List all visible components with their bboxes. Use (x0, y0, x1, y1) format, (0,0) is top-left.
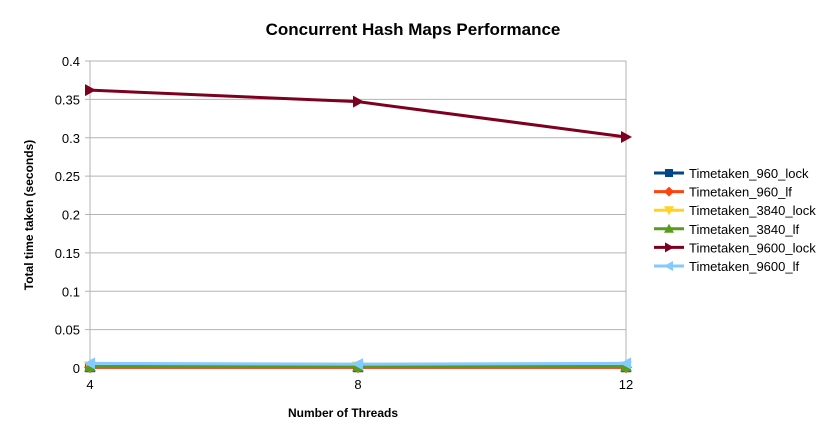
series-line (89, 88, 627, 139)
y-tick-label: 0.2 (62, 208, 80, 223)
legend-marker (664, 261, 673, 271)
legend-item: Timetaken_960_lock (654, 166, 809, 181)
data-point (84, 357, 95, 370)
data-point (85, 84, 96, 97)
legend-label: Timetaken_9600_lock (689, 240, 816, 255)
x-tick-label: 12 (619, 377, 633, 392)
legend-label: Timetaken_960_lf (689, 185, 792, 200)
legend-item: Timetaken_960_lf (654, 185, 792, 200)
legend-label: Timetaken_9600_lf (689, 259, 799, 274)
x-tick-label: 8 (354, 377, 361, 392)
data-point (621, 130, 632, 143)
y-tick-label: 0.1 (62, 284, 80, 299)
legend-item: Timetaken_3840_lf (654, 222, 799, 237)
data-point (352, 358, 363, 371)
data-point (353, 95, 364, 108)
y-axis-ticks: 0 0.05 0.1 0.15 0.2 0.25 0.3 0.35 0.4 (55, 54, 90, 376)
legend-label: Timetaken_3840_lock (689, 203, 816, 218)
y-tick-label: 0 (73, 361, 80, 376)
y-tick-label: 0.4 (62, 54, 80, 69)
gridlines (90, 60, 626, 369)
legend-item: Timetaken_3840_lock (654, 203, 816, 218)
y-axis-label: Total time taken (seconds) (22, 140, 36, 290)
legend: Timetaken_960_lock Timetaken_960_lf Timeta… (654, 166, 816, 274)
legend-item: Timetaken_9600_lf (654, 259, 799, 274)
data-point (620, 357, 631, 370)
y-tick-label: 0.35 (55, 92, 80, 107)
legend-marker (665, 169, 673, 177)
legend-marker (664, 186, 674, 197)
series-Timetaken_9600_lock (85, 84, 632, 143)
legend-item: Timetaken_9600_lock (654, 240, 816, 255)
series-Timetaken_9600_lf (84, 357, 631, 371)
series-group (84, 84, 632, 374)
x-axis-label: Number of Threads (288, 406, 398, 420)
chart-title: Concurrent Hash Maps Performance (266, 20, 561, 39)
y-tick-label: 0.3 (62, 131, 80, 146)
y-tick-label: 0.15 (55, 246, 80, 261)
legend-label: Timetaken_960_lock (689, 166, 809, 181)
legend-marker (664, 206, 674, 216)
y-tick-label: 0.25 (55, 169, 80, 184)
x-tick-label: 4 (86, 377, 93, 392)
legend-marker (664, 223, 674, 233)
legend-marker (665, 242, 674, 253)
y-tick-label: 0.05 (55, 323, 80, 338)
legend-label: Timetaken_3840_lf (689, 222, 799, 237)
